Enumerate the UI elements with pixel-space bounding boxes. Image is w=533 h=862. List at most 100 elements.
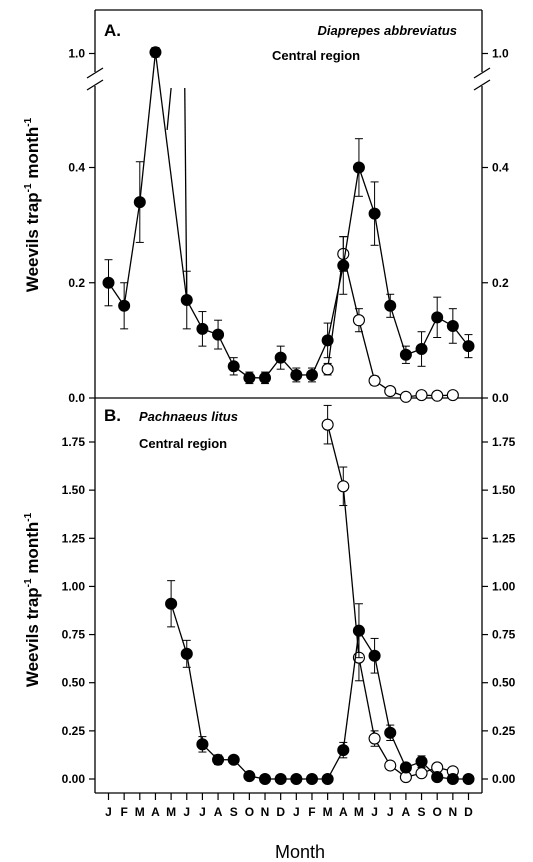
y-tick-label: 0.0	[68, 391, 85, 405]
data-point	[321, 363, 334, 376]
data-point	[274, 351, 287, 364]
y-tick-label: 1.75	[62, 435, 86, 449]
data-point	[243, 371, 256, 384]
y-tick-label-right: 0.25	[492, 724, 516, 738]
data-point	[446, 319, 459, 332]
y-axis-label-sup2: -1	[23, 117, 34, 126]
y-axis-label: Weevils trap-1 month-1	[23, 512, 42, 687]
y-tick-label: 0.75	[62, 628, 86, 642]
panel-label: B.	[104, 406, 121, 425]
data-point	[415, 343, 428, 356]
data-point	[243, 770, 256, 783]
data-point	[212, 753, 225, 766]
data-point	[352, 624, 365, 637]
data-point	[305, 772, 319, 786]
series-line	[154, 52, 188, 301]
data-point	[258, 772, 272, 786]
data-point	[321, 334, 334, 347]
data-point	[352, 161, 365, 174]
x-tick-label: O	[433, 805, 442, 819]
data-point	[102, 276, 115, 289]
data-point	[165, 597, 178, 610]
data-point	[321, 772, 334, 786]
y-tick-label: 1.0	[68, 47, 85, 61]
data-point	[337, 744, 350, 757]
y-tick-label: 1.00	[62, 579, 86, 593]
data-point	[274, 772, 287, 786]
data-point	[384, 385, 397, 398]
panel-b: 0.00 0.00 0.25 0.25 0.50 0.50 0.75 0.75 1.00 1.00…	[23, 398, 516, 794]
y-tick-label: 0.00	[62, 772, 86, 786]
data-point	[259, 371, 272, 384]
x-tick-label: M	[354, 805, 364, 819]
axis-break-mark	[473, 79, 491, 91]
y-tick-label-right: 1.25	[492, 531, 516, 545]
panel-a: 0.0 0.0 0.2 0.2 0.4 0.4 1.0 1.0 A. Diaprepes abbr…	[23, 9, 509, 405]
data-point	[384, 759, 397, 772]
y-axis-label-text2: month	[23, 127, 42, 184]
data-point	[290, 772, 303, 786]
x-tick-label: N	[449, 805, 458, 819]
data-point	[415, 755, 428, 768]
x-tick-label: A	[339, 805, 348, 819]
y-axis-label-sup: -1	[23, 183, 34, 192]
series-line	[358, 167, 376, 214]
data-point	[368, 649, 381, 662]
data-point	[196, 322, 209, 335]
data-point	[227, 360, 240, 373]
data-point	[368, 207, 381, 220]
data-point	[149, 46, 162, 59]
data-point	[399, 761, 412, 774]
data-point	[180, 647, 193, 660]
y-tick-label: 1.25	[62, 531, 86, 545]
x-tick-label: D	[276, 805, 285, 819]
y-tick-label-right: 1.00	[492, 579, 516, 593]
x-tick-label: J	[199, 805, 206, 819]
x-tick-label: J	[183, 805, 190, 819]
data-point	[337, 259, 350, 272]
y-tick-label-right: 0.4	[492, 161, 509, 175]
data-point	[462, 772, 475, 786]
data-point	[399, 348, 412, 361]
data-point	[227, 753, 240, 766]
data-point	[384, 726, 397, 739]
y-tick-label: 0.25	[62, 724, 86, 738]
species-label: Pachnaeus litus	[139, 409, 238, 424]
data-point	[352, 314, 365, 327]
series-line	[358, 320, 376, 381]
series-line	[311, 340, 329, 376]
series-line	[342, 167, 360, 266]
data-point	[368, 374, 381, 387]
y-tick-label-right: 0.50	[492, 676, 516, 690]
x-tick-label: J	[293, 805, 300, 819]
series-line	[389, 732, 407, 768]
y-axis-label: Weevils trap-1 month-1	[23, 117, 42, 292]
data-point	[431, 311, 444, 324]
x-tick-label: F	[120, 805, 127, 819]
species-label: Diaprepes abbreviatus	[318, 23, 457, 38]
y-axis-label-text: Weevils trap	[23, 587, 42, 687]
data-point	[415, 389, 428, 402]
x-tick-label: A	[151, 805, 160, 819]
data-point	[462, 340, 475, 353]
y-axis-label-text2: month	[23, 522, 42, 579]
series-line	[389, 305, 407, 355]
x-tick-label: M	[166, 805, 176, 819]
axis-break-mark	[86, 79, 104, 91]
x-tick-label: J	[371, 805, 378, 819]
y-tick-label-right: 0.2	[492, 276, 509, 290]
y-tick-label: 1.50	[62, 483, 86, 497]
series-line	[358, 657, 376, 739]
data-point	[337, 480, 350, 493]
x-tick-label: J	[387, 805, 394, 819]
region-label: Central region	[139, 436, 227, 451]
region-label: Central region	[272, 48, 360, 63]
axis-break-mark	[86, 67, 104, 79]
series-line	[326, 253, 344, 370]
data-point	[399, 390, 412, 403]
x-tick-label: J	[105, 805, 112, 819]
x-tick-label: M	[323, 805, 333, 819]
data-point	[384, 299, 397, 312]
series-line	[342, 630, 360, 751]
